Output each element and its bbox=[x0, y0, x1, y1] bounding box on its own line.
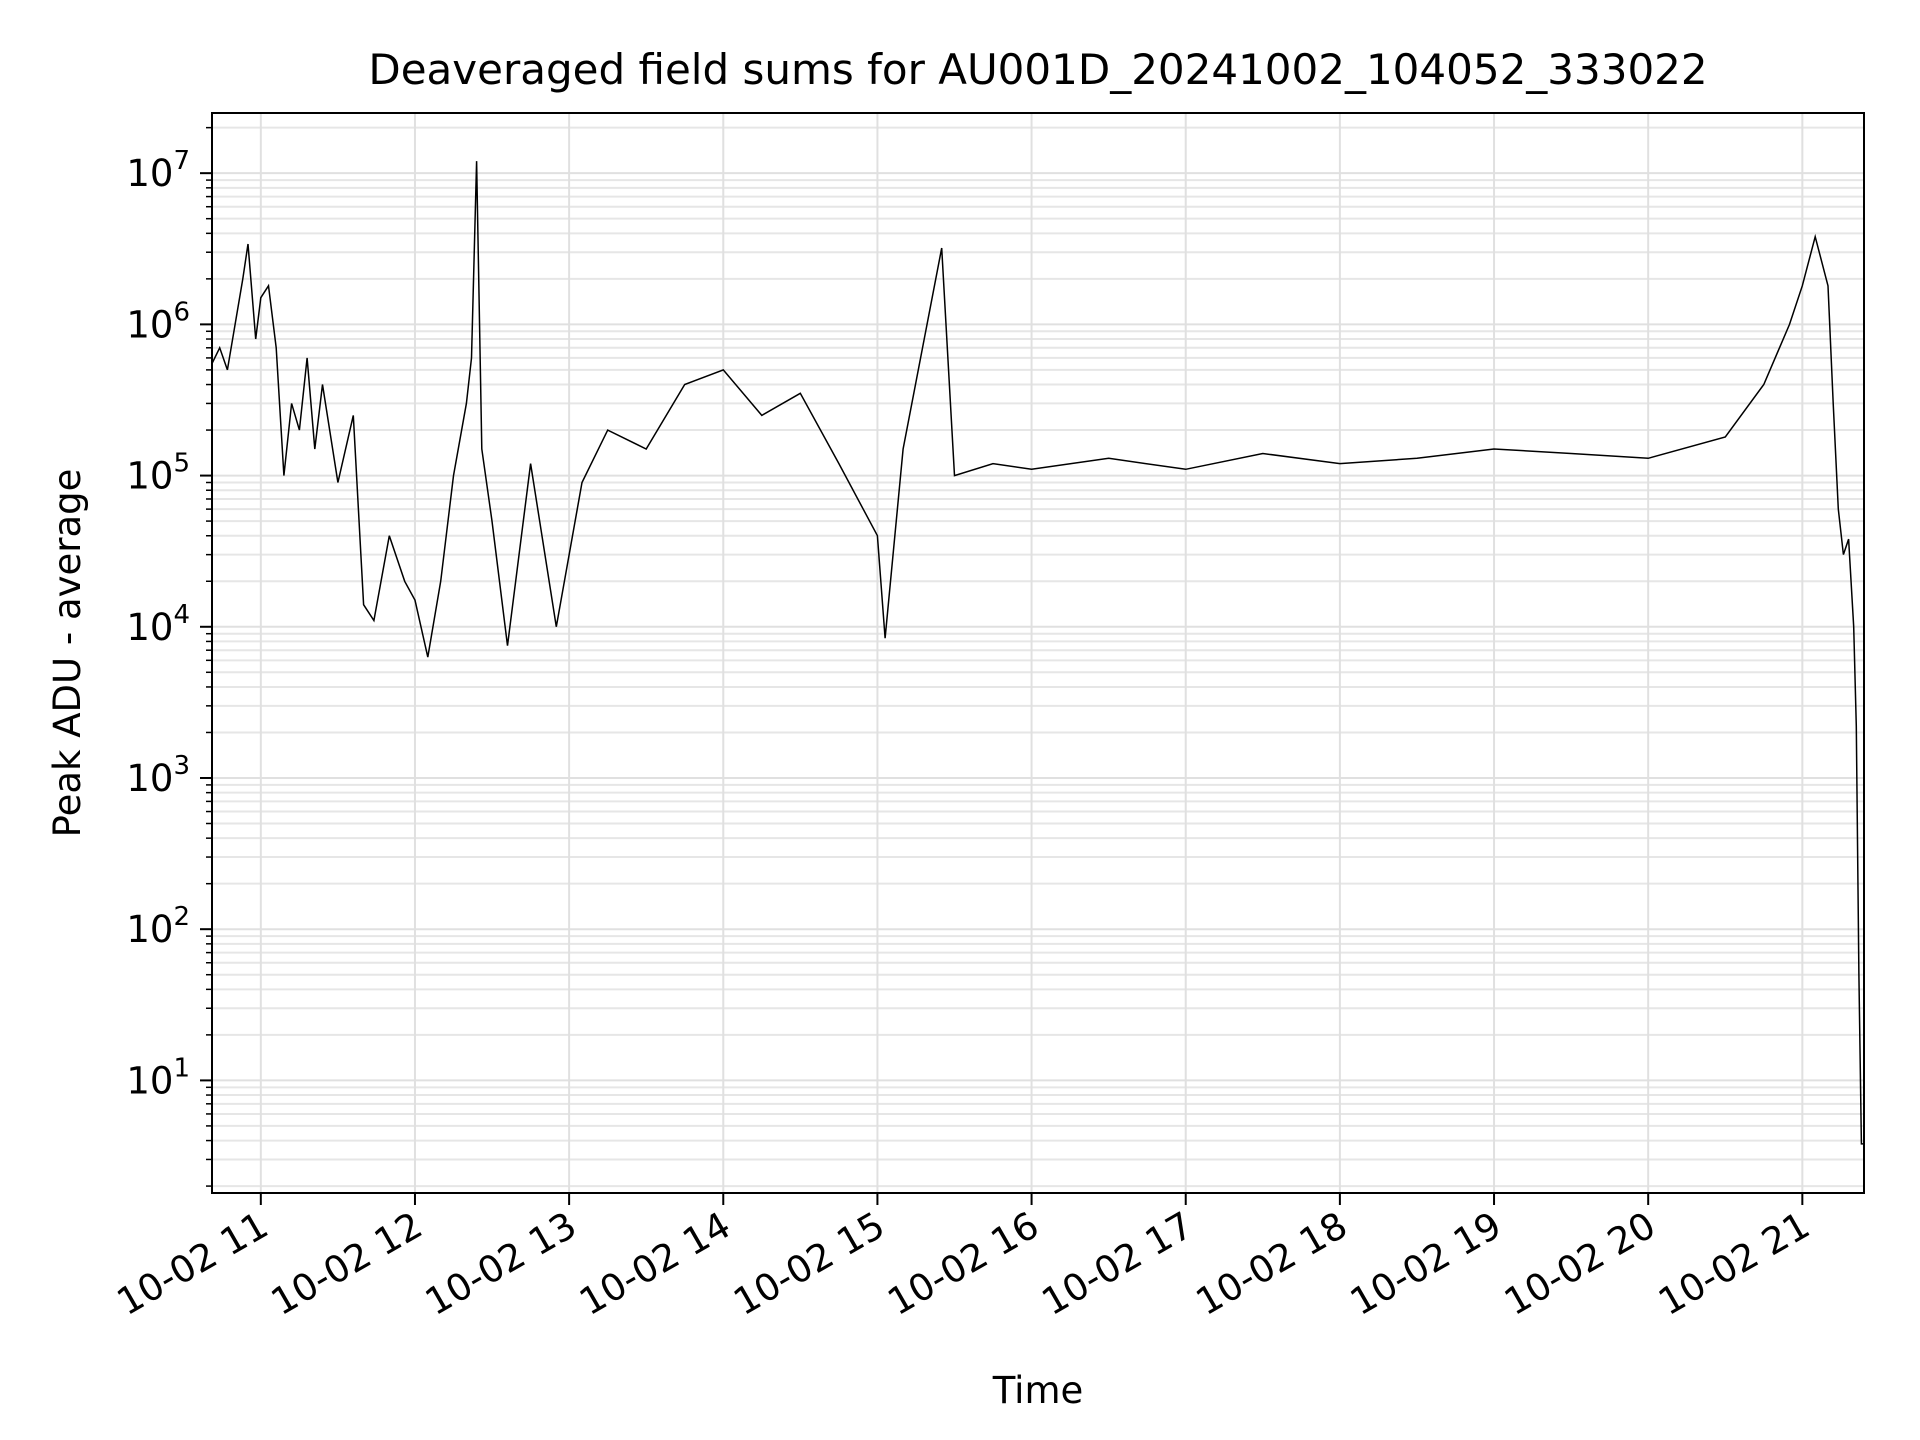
y-tick-label: 103 bbox=[126, 751, 190, 800]
y-axis-label: Peak ADU - average bbox=[46, 469, 89, 838]
y-tick-label: 101 bbox=[126, 1053, 190, 1102]
grid-layer bbox=[212, 113, 1864, 1193]
y-tick-label: 106 bbox=[126, 297, 190, 346]
x-axis-label: Time bbox=[992, 1369, 1084, 1412]
y-tick-label: 105 bbox=[126, 449, 190, 498]
y-tick-label: 104 bbox=[126, 600, 190, 649]
chart-title: Deaveraged field sums for AU001D_2024100… bbox=[368, 45, 1707, 94]
series-line bbox=[211, 161, 1864, 1145]
y-tick-label: 102 bbox=[126, 902, 190, 951]
series-layer bbox=[211, 161, 1864, 1145]
y-tick-label: 107 bbox=[126, 146, 190, 195]
plot-frame bbox=[211, 112, 1865, 1194]
